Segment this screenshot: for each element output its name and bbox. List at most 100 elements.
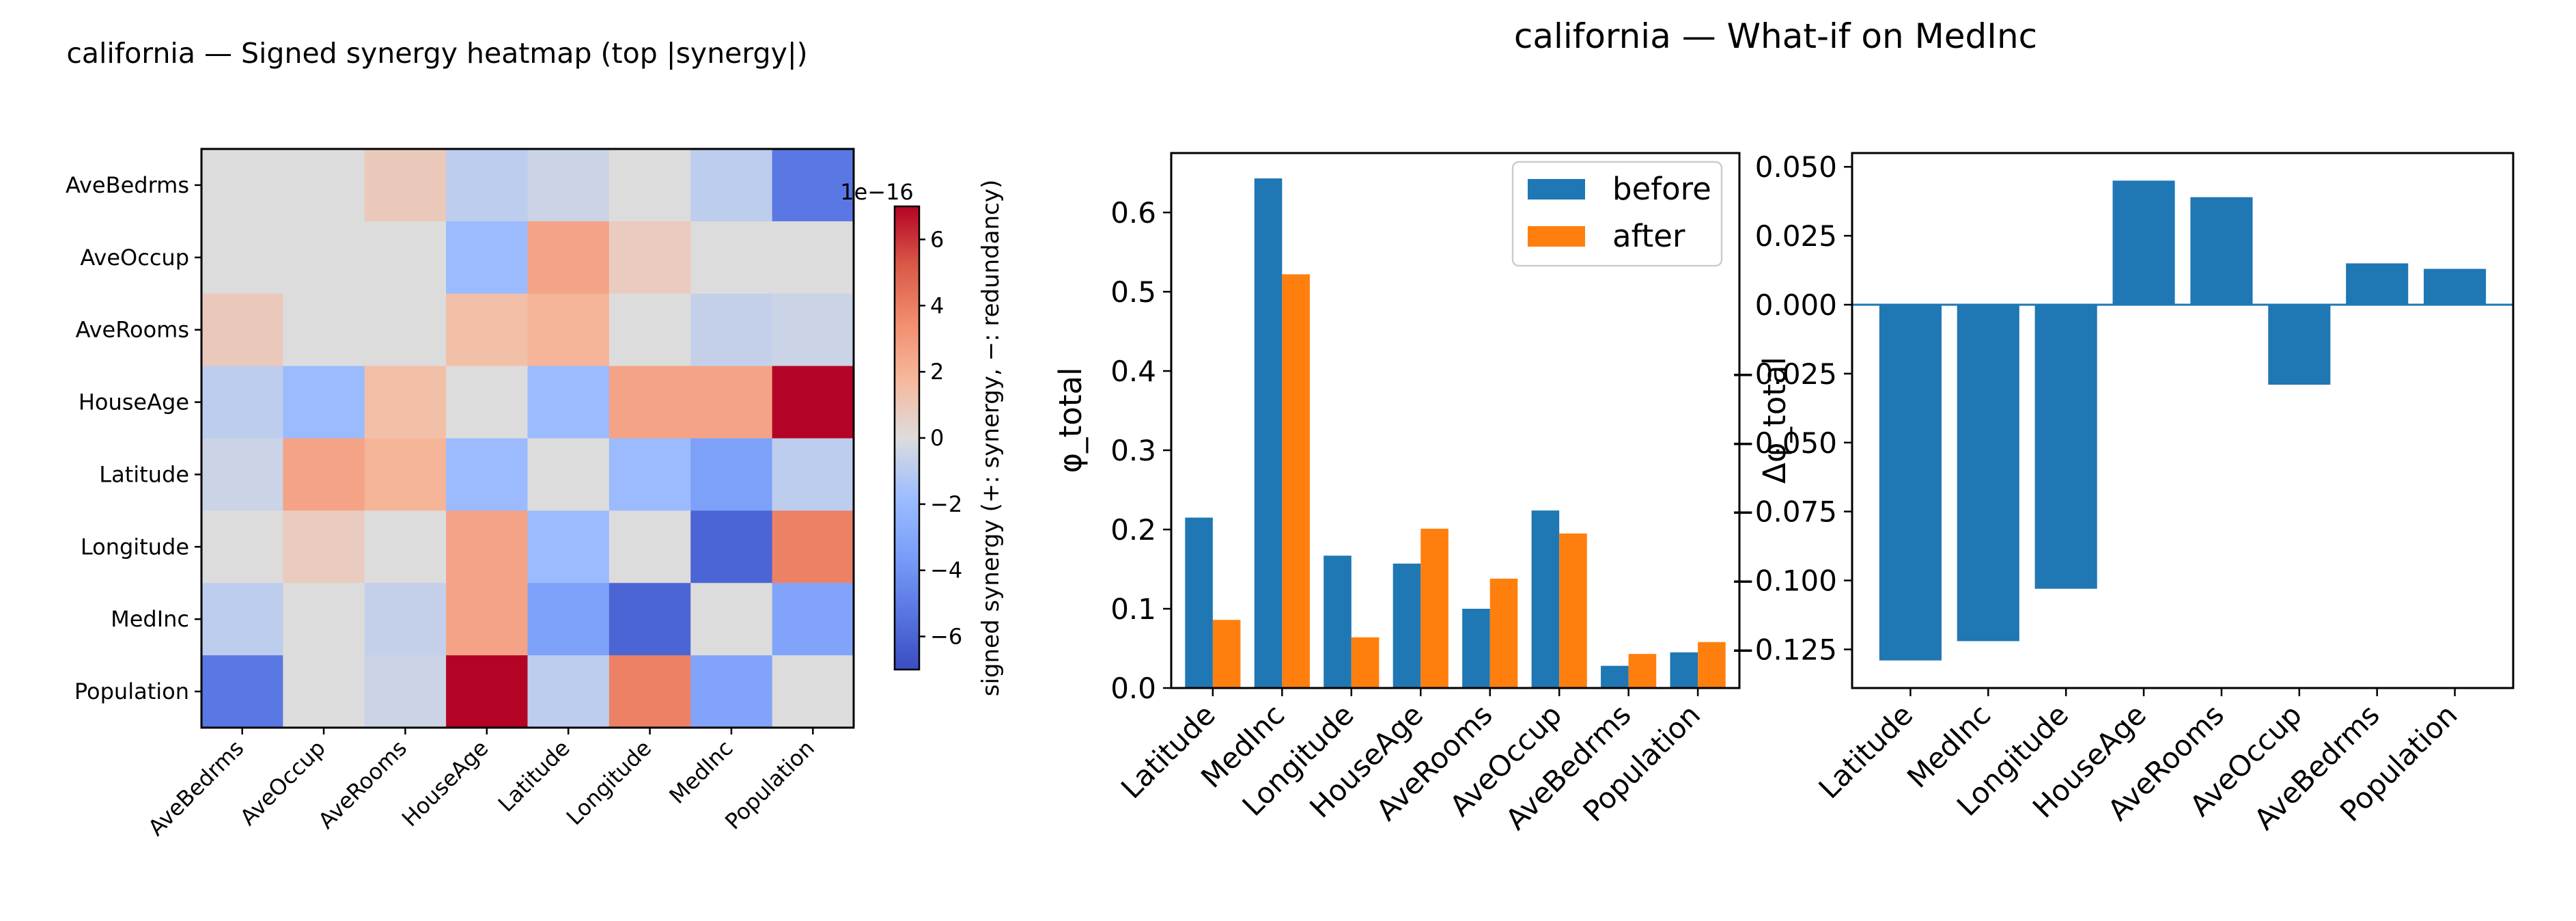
heatmap-cell-AveRooms-Longitude [608, 293, 691, 367]
heatmap-cell-AveOccup-AveOccup [283, 221, 365, 294]
heatmap-cell-AveBedrms-AveBedrms [201, 149, 283, 222]
heatmap-cell-AveRooms-MedInc [690, 293, 773, 367]
heatmap-cell-MedInc-AveRooms [364, 583, 447, 656]
heatmap-cell-HouseAge-AveOccup [283, 366, 365, 439]
heatmap-cell-HouseAge-Latitude [527, 366, 610, 439]
heatmap-cell-MedInc-Population [772, 583, 854, 656]
heatmap-cell-Longitude-HouseAge [446, 510, 529, 583]
heatmap-cell-AveBedrms-MedInc [690, 149, 773, 222]
heatmap-xtick-label: MedInc [664, 735, 738, 809]
delta-bar-AveBedrms [2346, 263, 2409, 305]
delta-phi-ytick-label: −0.075 [1731, 495, 1837, 529]
heatmap-cell-Latitude-AveOccup [283, 438, 365, 511]
heatmap-ytick-label: AveRooms [76, 317, 189, 343]
heatmap-cell-Population-Population [772, 655, 854, 728]
delta-phi-ytick-label: −0.100 [1731, 564, 1837, 598]
phi-total-legend: before after [1511, 161, 1723, 267]
delta-bar-Population [2424, 269, 2487, 305]
heatmap-ytick-label: Population [74, 678, 189, 704]
phi-total-bars [1185, 178, 1726, 689]
phi-total-ytick-label: 0.1 [1110, 592, 1156, 626]
heatmap-cell-Latitude-AveBedrms [201, 438, 283, 511]
heatmap-cell-MedInc-Latitude [527, 583, 610, 656]
colorbar-label: signed synergy (+: synergy, −: redundanc… [977, 180, 1005, 696]
heatmap-panel: california — Signed synergy heatmap (top… [66, 37, 1005, 841]
phi-total-ytick-label: 0.2 [1110, 513, 1156, 547]
bar-before-AveOccup [1531, 510, 1560, 688]
heatmap-ytick-label: AveBedrms [66, 172, 189, 198]
phi-total-bar-panel: 0.00.10.20.30.40.50.6LatitudeMedIncLongi… [1052, 152, 1741, 836]
delta-bar-AveRooms [2190, 197, 2253, 305]
heatmap-cell-Population-AveRooms [364, 655, 447, 728]
colorbar-tick-label: −2 [930, 491, 962, 517]
heatmap-cell-HouseAge-Longitude [608, 366, 691, 439]
heatmap-cell-Longitude-MedInc [690, 510, 773, 583]
heatmap-cell-Population-MedInc [690, 655, 773, 728]
delta-bar-AveOccup [2268, 304, 2331, 385]
heatmap-cell-HouseAge-MedInc [690, 366, 773, 439]
phi-total-xtick-label: Latitude [1115, 698, 1222, 805]
heatmap-cell-AveRooms-HouseAge [446, 293, 529, 367]
heatmap-cell-MedInc-Longitude [608, 583, 691, 656]
bar-after-HouseAge [1420, 528, 1448, 688]
heatmap-cell-AveRooms-Latitude [527, 293, 610, 367]
heatmap-cell-AveBedrms-Latitude [527, 149, 610, 222]
heatmap-xtick-label: Longitude [561, 735, 656, 830]
heatmap-cell-Population-Latitude [527, 655, 610, 728]
phi-total-ytick-label: 0.5 [1110, 275, 1156, 309]
heatmap-cell-Longitude-Longitude [608, 510, 691, 583]
heatmap-cell-Longitude-AveOccup [283, 510, 365, 583]
delta-phi-xtick-label: Latitude [1812, 698, 1920, 805]
heatmap-cell-MedInc-HouseAge [446, 583, 529, 656]
heatmap-cell-Longitude-AveBedrms [201, 510, 283, 583]
heatmap-cell-Longitude-Population [772, 510, 854, 583]
colorbar-tick-label: 6 [930, 226, 944, 252]
bar-before-Population [1670, 652, 1698, 688]
colorbar-offset-text: 1e−16 [840, 179, 914, 205]
heatmap-cell-AveOccup-HouseAge [446, 221, 529, 294]
heatmap-xtick-label: Population [720, 735, 820, 835]
bar-after-AveBedrms [1628, 654, 1657, 688]
phi-total-ticks: 0.00.10.20.30.40.50.6LatitudeMedIncLongi… [1110, 196, 1707, 836]
bar-after-Longitude [1351, 637, 1380, 688]
delta-phi-ticks: 0.050 0.025 0.000 −0.025 −0.050 −0.075 −0.100 −… [1731, 150, 2464, 836]
heatmap-cell-Longitude-Latitude [527, 510, 610, 583]
heatmap-cell-AveRooms-AveOccup [283, 293, 365, 367]
legend-swatch-after [1528, 226, 1585, 247]
heatmap-cell-AveBedrms-HouseAge [446, 149, 529, 222]
heatmap-cell-Latitude-AveRooms [364, 438, 447, 511]
bar-after-MedInc [1282, 274, 1310, 689]
delta-bar-MedInc [1957, 304, 2019, 642]
colorbar-tick-label: 2 [930, 359, 944, 385]
colorbar [895, 206, 919, 670]
phi-total-ytick-label: 0.4 [1110, 355, 1156, 388]
bar-after-AveRooms [1489, 578, 1518, 688]
bar-before-Longitude [1324, 555, 1352, 688]
heatmap-cell-Latitude-Latitude [527, 438, 610, 511]
heatmap-xtick-label: Latitude [493, 735, 575, 817]
heatmap-cell-Population-AveOccup [283, 655, 365, 728]
heatmap-cell-AveBedrms-AveRooms [364, 149, 447, 222]
delta-bar-Latitude [1879, 304, 1942, 661]
heatmap-cell-Longitude-AveRooms [364, 510, 447, 583]
heatmap-cell-AveBedrms-Longitude [608, 149, 691, 222]
heatmap-cell-Latitude-Longitude [608, 438, 691, 511]
heatmap-cells [201, 149, 854, 728]
heatmap-ytick-label: AveOccup [80, 245, 189, 271]
colorbar-tick-label: 0 [930, 425, 944, 451]
delta-bar-HouseAge [2112, 180, 2175, 305]
heatmap-frame [200, 148, 855, 729]
heatmap-cell-AveOccup-Longitude [608, 221, 691, 294]
bar-before-MedInc [1254, 178, 1283, 688]
phi-total-ytick-label: 0.3 [1110, 434, 1156, 467]
heatmap-ytick-label: Latitude [99, 461, 189, 487]
heatmap-cell-AveOccup-Latitude [527, 221, 610, 294]
heatmap-cell-Population-HouseAge [446, 655, 529, 728]
heatmap-cell-AveRooms-AveBedrms [201, 293, 283, 367]
heatmap-cell-AveOccup-MedInc [690, 221, 773, 294]
delta-phi-ytick-label: −0.025 [1731, 357, 1837, 391]
heatmap-cell-AveOccup-AveBedrms [201, 221, 283, 294]
heatmap-xtick-label: AveRooms [313, 735, 412, 834]
delta-phi-ytick-label: −0.050 [1731, 426, 1837, 460]
